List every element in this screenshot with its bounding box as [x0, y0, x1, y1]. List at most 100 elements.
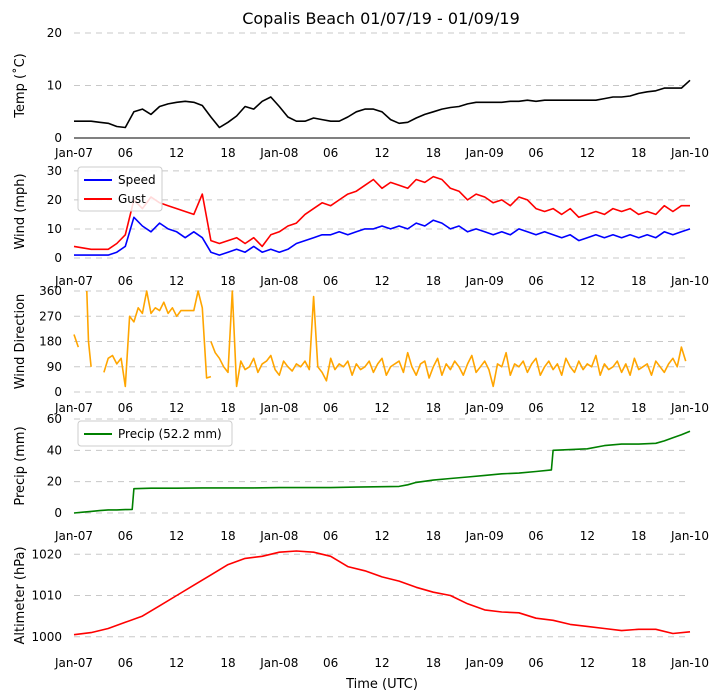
- precip-legend-label: Precip (52.2 mm): [118, 427, 222, 441]
- wind-series-gust: [73, 175, 690, 251]
- temp-xtick-label: 18: [426, 146, 441, 160]
- altimeter-xtick-label: 06: [528, 656, 543, 670]
- precip-xtick-label: 18: [426, 529, 441, 543]
- temp-xtick-label: 18: [631, 146, 646, 160]
- wind-xtick-label: 12: [169, 274, 184, 288]
- altimeter-xtick-label: 06: [118, 656, 133, 670]
- precip-legend: [77, 420, 233, 447]
- direction-ylabel: Wind Direction: [13, 294, 28, 390]
- temp-panel: 0 10 20 Jan-07 06 12 18 Jan-08 06 12 18 Jan-09 06 12 1…: [12, 26, 709, 160]
- altimeter-xtick-label: Jan-09: [465, 656, 504, 670]
- wind-xtick-label: 12: [580, 274, 595, 288]
- wind-legend-label: Speed: [118, 173, 156, 187]
- precip-xtick-label: 12: [169, 529, 184, 543]
- temp-xtick-label: Jan-10: [670, 146, 709, 160]
- altimeter-xtick-label: 06: [323, 656, 338, 670]
- direction-xtick-label: 06: [118, 401, 133, 415]
- temp-xtick-label: 18: [220, 146, 235, 160]
- temp-ytick-label: 20: [47, 26, 62, 40]
- direction-xtick-label: Jan-09: [465, 401, 504, 415]
- direction-series-direction: [103, 290, 212, 388]
- precip-ytick-label: 0: [54, 506, 62, 520]
- wind-ytick-label: 30: [47, 164, 62, 178]
- temp-series-temp: [74, 79, 691, 129]
- temp-ytick-label: 0: [54, 131, 62, 145]
- direction-ytick-label: 180: [39, 335, 62, 349]
- precip-ytick-label: 60: [47, 412, 62, 426]
- wind-panel: 0 10 20 30 Jan-07 06 12 18 Jan-08 06 12 18 Jan-09 06 1…: [13, 164, 709, 288]
- precip-xtick-label: 12: [374, 529, 389, 543]
- altimeter-ylabel: Altimeter (hPa): [13, 546, 28, 644]
- wind-xtick-label: 18: [220, 274, 235, 288]
- altimeter-xtick-label: 18: [631, 656, 646, 670]
- direction-ytick-label: 90: [47, 360, 62, 374]
- temp-xtick-label: 06: [528, 146, 543, 160]
- temp-xtick-label: 06: [323, 146, 338, 160]
- direction-xtick-label: Jan-08: [259, 401, 298, 415]
- direction-xtick-label: 06: [528, 401, 543, 415]
- altimeter-xtick-label: Jan-08: [259, 656, 298, 670]
- wind-xtick-label: Jan-07: [54, 274, 93, 288]
- temp-xtick-label: Jan-08: [259, 146, 298, 160]
- precip-ytick-label: 40: [47, 443, 62, 457]
- direction-series-direction: [210, 290, 687, 388]
- direction-series-direction: [86, 290, 92, 367]
- wind-xtick-label: 18: [631, 274, 646, 288]
- direction-xtick-label: 18: [220, 401, 235, 415]
- figure-title: Copalis Beach 01/07/19 - 01/09/19: [242, 9, 520, 28]
- altimeter-ytick-label: 1010: [31, 589, 62, 603]
- temp-ytick-label: 10: [47, 79, 62, 93]
- wind-xtick-label: 06: [323, 274, 338, 288]
- temp-xtick-label: 12: [169, 146, 184, 160]
- temp-xtick-label: 12: [580, 146, 595, 160]
- x-axis-label: Time (UTC): [345, 677, 418, 692]
- altimeter-ytick-label: 1000: [31, 630, 62, 644]
- direction-ytick-label: 0: [54, 385, 62, 399]
- altimeter-xtick-label: Jan-07: [54, 656, 93, 670]
- precip-xtick-label: Jan-10: [670, 529, 709, 543]
- wind-xtick-label: 12: [374, 274, 389, 288]
- precip-series-precip: [73, 430, 691, 514]
- altimeter-series-altimeter: [73, 550, 691, 636]
- precip-xtick-label: Jan-07: [54, 529, 93, 543]
- precip-panel: 0 20 40 60 Jan-07 06 12 18 Jan-08 06 12 18 Jan-09 06 1…: [13, 412, 709, 543]
- wind-ytick-label: 0: [54, 251, 62, 265]
- precip-xtick-label: 18: [220, 529, 235, 543]
- altimeter-ytick-label: 1020: [31, 547, 62, 561]
- direction-xtick-label: 12: [374, 401, 389, 415]
- altimeter-xtick-label: 12: [169, 656, 184, 670]
- precip-xtick-label: Jan-09: [465, 529, 504, 543]
- wind-legend-label: Gust: [118, 192, 146, 206]
- wind-xtick-label: Jan-08: [259, 274, 298, 288]
- direction-ytick-label: 270: [39, 309, 62, 323]
- precip-xtick-label: 12: [580, 529, 595, 543]
- temp-xtick-label: 12: [374, 146, 389, 160]
- temp-ylabel: Temp (˚C): [12, 53, 28, 119]
- direction-xtick-label: 12: [580, 401, 595, 415]
- wind-series-speed: [74, 216, 691, 256]
- direction-panel: 0 90 180 270 360 Jan-07 06 12 18 Jan-08 06 12 18 Jan-…: [13, 284, 709, 415]
- altimeter-xtick-label: 12: [580, 656, 595, 670]
- direction-xtick-label: 06: [323, 401, 338, 415]
- wind-xtick-label: 06: [528, 274, 543, 288]
- wind-xtick-label: Jan-10: [670, 274, 709, 288]
- precip-xtick-label: 06: [118, 529, 133, 543]
- direction-ytick-label: 360: [39, 284, 62, 298]
- direction-xtick-label: 18: [631, 401, 646, 415]
- wind-xtick-label: 06: [118, 274, 133, 288]
- altimeter-panel: 1000 1010 1020 Jan-07 06 12 18 Jan-08 06 12 18 Jan-…: [13, 546, 709, 692]
- precip-xtick-label: Jan-08: [259, 529, 298, 543]
- precip-ytick-label: 20: [47, 475, 62, 489]
- precip-xtick-label: 18: [631, 529, 646, 543]
- precip-ylabel: Precip (mm): [13, 426, 28, 505]
- altimeter-xtick-label: Jan-10: [670, 656, 709, 670]
- altimeter-xtick-label: 12: [374, 656, 389, 670]
- wind-xtick-label: 18: [426, 274, 441, 288]
- direction-xtick-label: Jan-07: [54, 401, 93, 415]
- direction-series-direction: [73, 334, 80, 348]
- altimeter-xtick-label: 18: [426, 656, 441, 670]
- direction-xtick-label: Jan-10: [670, 401, 709, 415]
- precip-xtick-label: 06: [528, 529, 543, 543]
- temp-xtick-label: 06: [118, 146, 133, 160]
